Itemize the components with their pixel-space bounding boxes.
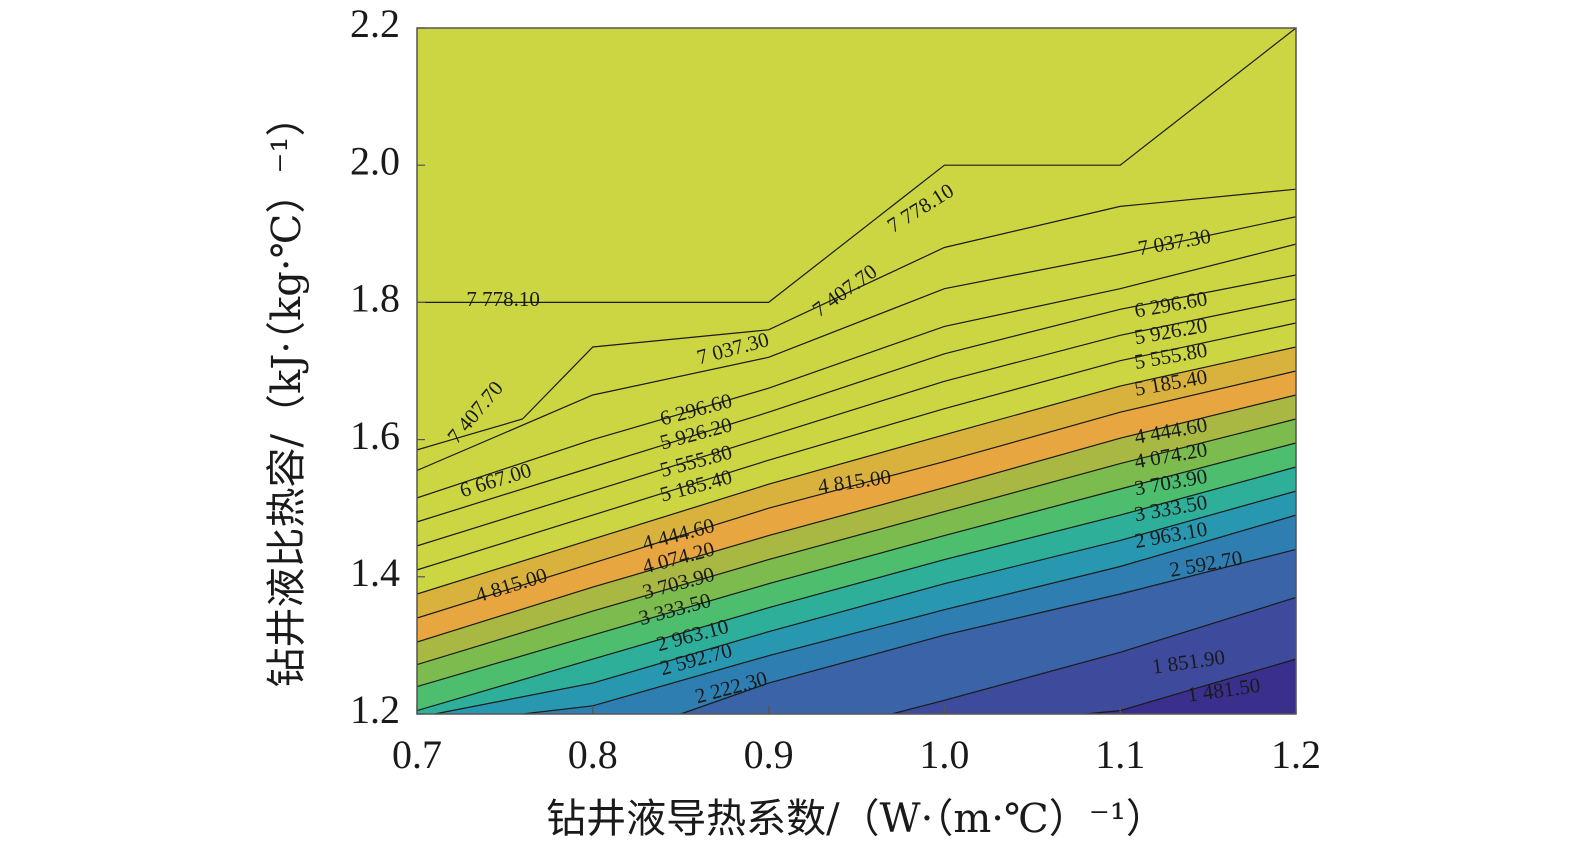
x-tick-label: 0.7 xyxy=(392,732,442,777)
y-axis-title: 钻井液比热容/（kJ·（kg·℃）⁻¹） xyxy=(264,97,310,688)
x-tick-label: 1.1 xyxy=(1095,732,1145,777)
x-axis-ticks: 0.7 0.8 0.9 1.0 1.1 1.2 xyxy=(392,706,1321,777)
contour-lines xyxy=(417,28,1296,714)
contour-line xyxy=(417,466,1296,712)
contour-line xyxy=(417,216,1296,472)
x-axis-title: 钻井液导热系数/（W·（m·℃）⁻¹） xyxy=(546,796,1166,842)
y-tick-label: 1.4 xyxy=(350,550,400,595)
y-tick-label: 2.0 xyxy=(350,138,400,183)
contour-line xyxy=(417,274,1296,523)
contour-band xyxy=(417,28,1296,303)
x-tick-label: 0.8 xyxy=(568,732,618,777)
contour-line xyxy=(891,596,1296,714)
y-tick-label: 1.6 xyxy=(350,413,400,458)
plot-frame xyxy=(416,27,1297,715)
contour-line xyxy=(417,298,1296,547)
x-tick-label: 1.2 xyxy=(1271,732,1321,777)
contour-line xyxy=(417,442,1296,688)
y-axis-ticks: 1.2 1.4 1.6 1.8 2.0 2.2 xyxy=(350,1,425,732)
contour-line xyxy=(417,322,1296,571)
contour-line xyxy=(680,548,1296,714)
y-tick-label: 1.8 xyxy=(350,276,400,321)
x-tick-label: 1.0 xyxy=(919,732,969,777)
contour-line xyxy=(522,514,1296,714)
contour-line xyxy=(417,418,1296,666)
x-tick-label: 0.9 xyxy=(744,732,794,777)
contour-line xyxy=(417,394,1296,643)
contour-fills xyxy=(417,28,1296,714)
contour-line xyxy=(434,490,1296,714)
contour-line xyxy=(417,28,1296,303)
contour-line xyxy=(417,243,1296,499)
contour-label: 7 778.10 xyxy=(466,287,540,311)
contour-line xyxy=(417,346,1296,595)
y-tick-label: 2.2 xyxy=(350,1,400,46)
contour-line xyxy=(417,188,1296,451)
y-tick-label: 1.2 xyxy=(350,687,400,732)
contour-line xyxy=(417,370,1296,619)
